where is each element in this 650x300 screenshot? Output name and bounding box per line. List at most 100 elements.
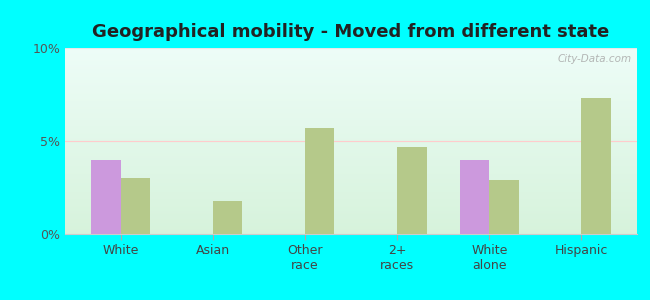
Bar: [65, 151, 637, 152]
Bar: [120, 178, 150, 234]
Bar: [65, 134, 637, 135]
Bar: [65, 213, 637, 214]
Bar: [65, 83, 637, 84]
Bar: [65, 90, 637, 91]
Bar: [65, 115, 637, 116]
Bar: [65, 65, 637, 66]
Bar: [65, 231, 637, 232]
Bar: [65, 78, 637, 79]
Bar: [65, 101, 637, 102]
Bar: [65, 155, 637, 156]
Bar: [65, 142, 637, 143]
Bar: [65, 105, 637, 106]
Bar: [65, 71, 637, 72]
Bar: [65, 150, 637, 151]
Bar: [65, 144, 637, 145]
Bar: [65, 184, 637, 185]
Bar: [65, 232, 637, 233]
Bar: [65, 159, 637, 160]
Bar: [65, 181, 637, 182]
Bar: [65, 147, 637, 148]
Bar: [65, 216, 637, 217]
Bar: [65, 124, 637, 125]
Bar: [65, 74, 637, 75]
Bar: [65, 149, 637, 150]
Bar: [65, 153, 637, 154]
Bar: [65, 108, 637, 110]
Bar: [65, 121, 637, 122]
Bar: [65, 145, 637, 146]
Bar: [65, 129, 637, 130]
Bar: [65, 88, 637, 89]
Bar: [65, 193, 637, 194]
Bar: [65, 157, 637, 158]
Bar: [65, 207, 637, 208]
Text: City-Data.com: City-Data.com: [557, 54, 631, 64]
Bar: [65, 125, 637, 126]
Bar: [65, 54, 637, 55]
Bar: [65, 80, 637, 82]
Bar: [65, 107, 637, 108]
Bar: [65, 208, 637, 209]
Bar: [65, 146, 637, 147]
Bar: [65, 169, 637, 170]
Bar: [213, 200, 242, 234]
Bar: [65, 67, 637, 68]
Bar: [65, 104, 637, 105]
Bar: [65, 99, 637, 100]
Bar: [65, 205, 637, 206]
Bar: [65, 170, 637, 171]
Bar: [65, 106, 637, 107]
Bar: [65, 202, 637, 203]
Bar: [65, 140, 637, 141]
Bar: [65, 84, 637, 85]
Bar: [65, 215, 637, 216]
Bar: [65, 126, 637, 127]
Bar: [65, 154, 637, 155]
Bar: [65, 77, 637, 78]
Bar: [65, 148, 637, 149]
Bar: [65, 51, 637, 52]
Bar: [65, 190, 637, 191]
Bar: [65, 82, 637, 83]
Bar: [65, 137, 637, 138]
Bar: [65, 222, 637, 223]
Bar: [65, 209, 637, 210]
Bar: [65, 173, 637, 175]
Bar: [65, 199, 637, 200]
Bar: [65, 60, 637, 61]
Bar: [65, 171, 637, 172]
Bar: [65, 92, 637, 93]
Bar: [65, 79, 637, 80]
Bar: [65, 168, 637, 169]
Bar: [65, 122, 637, 123]
Bar: [65, 82, 637, 83]
Bar: [65, 94, 637, 95]
Bar: [65, 130, 637, 131]
Bar: [65, 75, 637, 76]
Bar: [65, 141, 637, 142]
Bar: [65, 117, 637, 118]
Bar: [65, 179, 637, 180]
Bar: [65, 59, 637, 60]
Bar: [65, 180, 637, 181]
Bar: [305, 128, 334, 234]
Bar: [65, 172, 637, 173]
Bar: [65, 131, 637, 132]
Bar: [460, 160, 489, 234]
Bar: [65, 176, 637, 177]
Bar: [65, 204, 637, 205]
Bar: [65, 89, 637, 90]
Bar: [65, 123, 637, 124]
Bar: [582, 98, 611, 234]
Bar: [65, 225, 637, 226]
Bar: [65, 118, 637, 119]
Bar: [65, 100, 637, 101]
Bar: [65, 163, 637, 164]
Bar: [65, 95, 637, 96]
Bar: [65, 116, 637, 117]
Bar: [65, 112, 637, 113]
Bar: [65, 219, 637, 220]
Bar: [65, 233, 637, 234]
Bar: [65, 185, 637, 186]
